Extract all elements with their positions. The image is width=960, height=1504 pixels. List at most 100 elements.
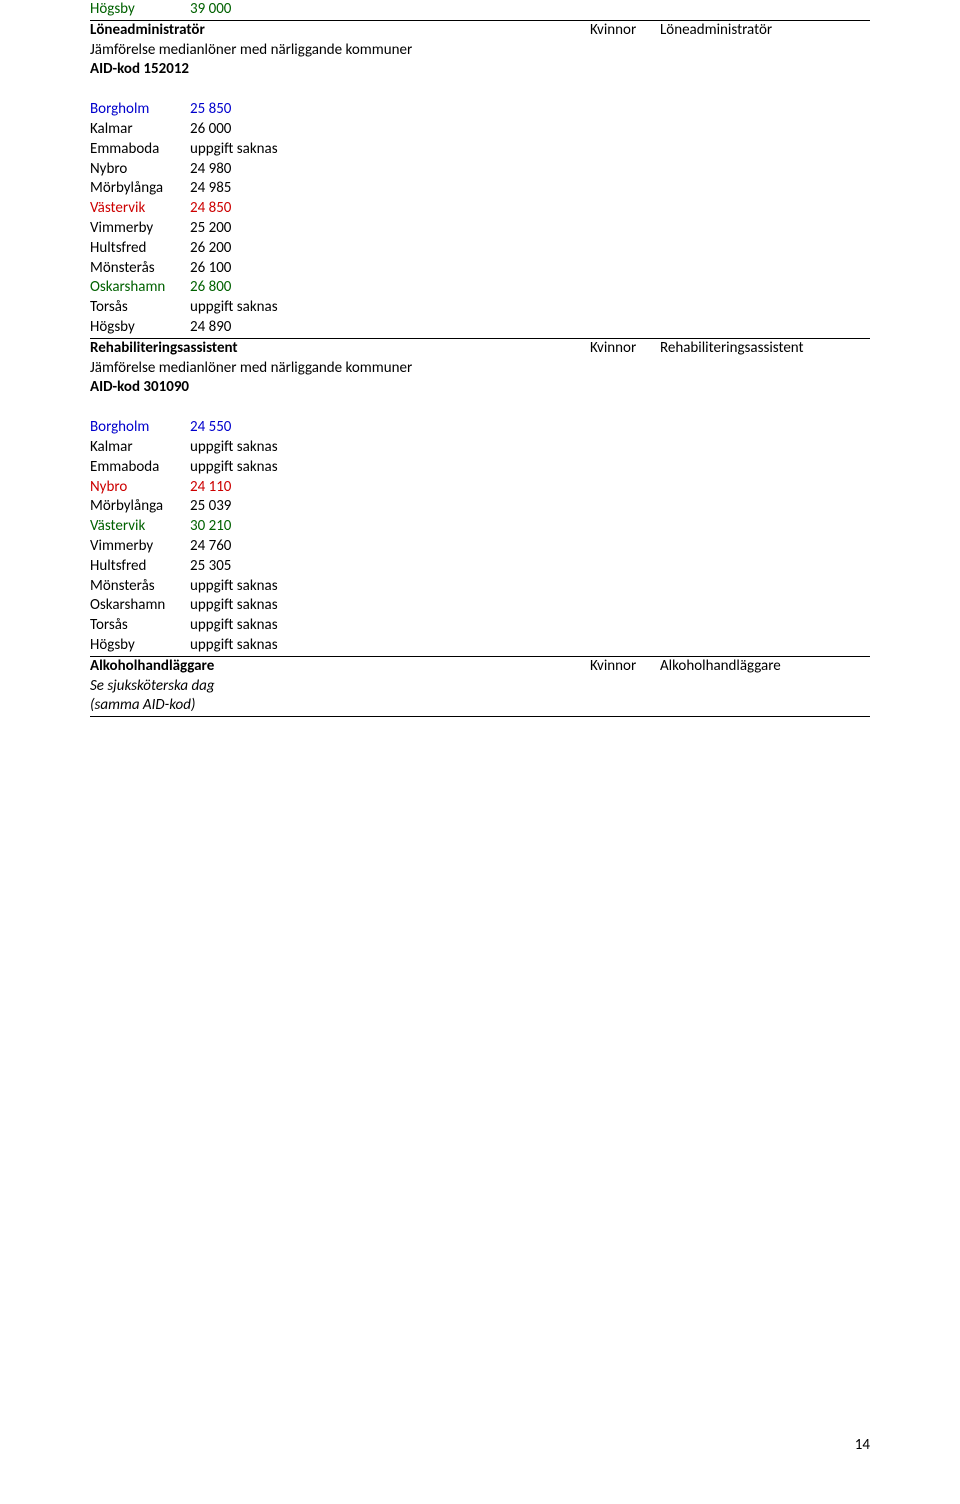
table-row: Kalmar26 000 xyxy=(90,120,870,140)
municipality-name: Vimmerby xyxy=(90,537,190,557)
municipality-value: uppgift saknas xyxy=(190,616,870,636)
municipality-name: Mönsterås xyxy=(90,259,190,279)
table-row: Emmabodauppgift saknas xyxy=(90,140,870,160)
top-hogsby-label: Högsby xyxy=(90,0,190,20)
municipality-name: Oskarshamn xyxy=(90,596,190,616)
municipality-value: uppgift saknas xyxy=(190,458,870,478)
municipality-value: 24 980 xyxy=(190,160,870,180)
section1-table: Borgholm25 850Kalmar26 000Emmabodauppgif… xyxy=(90,100,870,338)
top-hogsby-row: Högsby 39 000 xyxy=(90,0,870,20)
section2-header-row: Rehabiliteringsassistent Kvinnor Rehabil… xyxy=(90,339,870,359)
table-row: Västervik30 210 xyxy=(90,517,870,537)
municipality-value: 24 110 xyxy=(190,478,870,498)
section1-title: Löneadministratör xyxy=(90,21,590,41)
table-row: Kalmaruppgift saknas xyxy=(90,438,870,458)
municipality-name: Nybro xyxy=(90,160,190,180)
municipality-value: uppgift saknas xyxy=(190,298,870,318)
section3-header-row: Alkoholhandläggare Kvinnor Alkoholhandlä… xyxy=(90,657,870,677)
municipality-value: uppgift saknas xyxy=(190,140,870,160)
municipality-name: Kalmar xyxy=(90,438,190,458)
section1-role: Löneadministratör xyxy=(660,21,870,41)
section1-header-row: Löneadministratör Kvinnor Löneadministra… xyxy=(90,21,870,41)
table-row: Vimmerby24 760 xyxy=(90,537,870,557)
page-number: 14 xyxy=(855,1436,870,1454)
rule xyxy=(90,716,870,717)
municipality-name: Kalmar xyxy=(90,120,190,140)
municipality-name: Nybro xyxy=(90,478,190,498)
spacer xyxy=(90,80,870,100)
table-row: Torsåsuppgift saknas xyxy=(90,298,870,318)
section3-note1: Se sjuksköterska dag xyxy=(90,677,215,697)
municipality-value: 24 890 xyxy=(190,318,870,338)
table-row: Borgholm24 550 xyxy=(90,418,870,438)
table-row: Oskarshamn26 800 xyxy=(90,278,870,298)
municipality-name: Mönsterås xyxy=(90,577,190,597)
spacer xyxy=(90,398,870,418)
municipality-name: Mörbylånga xyxy=(90,179,190,199)
section1-compare: Jämförelse medianlöner med närliggande k… xyxy=(90,41,412,61)
table-row: Hultsfred26 200 xyxy=(90,239,870,259)
table-row: Västervik24 850 xyxy=(90,199,870,219)
municipality-name: Hultsfred xyxy=(90,557,190,577)
section3-role: Alkoholhandläggare xyxy=(660,657,870,677)
table-row: Nybro24 110 xyxy=(90,478,870,498)
section2-aid: AID-kod 301090 xyxy=(90,378,189,398)
municipality-name: Hultsfred xyxy=(90,239,190,259)
page: Högsby 39 000 Löneadministratör Kvinnor … xyxy=(0,0,960,1504)
section3-note2-row: (samma AID-kod) xyxy=(90,696,870,716)
section2-compare-row: Jämförelse medianlöner med närliggande k… xyxy=(90,359,870,379)
section3-title: Alkoholhandläggare xyxy=(90,657,590,677)
top-hogsby-value: 39 000 xyxy=(190,0,870,20)
table-row: Mönsterås26 100 xyxy=(90,259,870,279)
table-row: Mönsteråsuppgift saknas xyxy=(90,577,870,597)
municipality-value: 25 305 xyxy=(190,557,870,577)
municipality-value: 25 039 xyxy=(190,497,870,517)
municipality-value: 24 760 xyxy=(190,537,870,557)
section3-gender: Kvinnor xyxy=(590,657,660,677)
municipality-value: 24 550 xyxy=(190,418,870,438)
table-row: Högsbyuppgift saknas xyxy=(90,636,870,656)
municipality-value: 26 100 xyxy=(190,259,870,279)
municipality-name: Västervik xyxy=(90,199,190,219)
table-row: Hultsfred25 305 xyxy=(90,557,870,577)
municipality-name: Högsby xyxy=(90,318,190,338)
section2-role: Rehabiliteringsassistent xyxy=(660,339,870,359)
table-row: Oskarshamnuppgift saknas xyxy=(90,596,870,616)
municipality-value: 26 200 xyxy=(190,239,870,259)
table-row: Emmabodauppgift saknas xyxy=(90,458,870,478)
municipality-name: Mörbylånga xyxy=(90,497,190,517)
section1-aid-row: AID-kod 152012 xyxy=(90,60,870,80)
municipality-name: Västervik xyxy=(90,517,190,537)
municipality-value: 24 985 xyxy=(190,179,870,199)
table-row: Mörbylånga25 039 xyxy=(90,497,870,517)
municipality-name: Torsås xyxy=(90,298,190,318)
municipality-name: Emmaboda xyxy=(90,140,190,160)
municipality-value: uppgift saknas xyxy=(190,577,870,597)
municipality-value: 25 200 xyxy=(190,219,870,239)
section2-aid-row: AID-kod 301090 xyxy=(90,378,870,398)
section2-table: Borgholm24 550Kalmaruppgift saknasEmmabo… xyxy=(90,418,870,656)
table-row: Vimmerby25 200 xyxy=(90,219,870,239)
section1-gender: Kvinnor xyxy=(590,21,660,41)
section3-note2: (samma AID-kod) xyxy=(90,696,195,716)
table-row: Torsåsuppgift saknas xyxy=(90,616,870,636)
section3-note1-row: Se sjuksköterska dag xyxy=(90,677,870,697)
municipality-name: Oskarshamn xyxy=(90,278,190,298)
section2-title: Rehabiliteringsassistent xyxy=(90,339,590,359)
municipality-value: 24 850 xyxy=(190,199,870,219)
municipality-value: 26 800 xyxy=(190,278,870,298)
municipality-value: 30 210 xyxy=(190,517,870,537)
section1-compare-row: Jämförelse medianlöner med närliggande k… xyxy=(90,41,870,61)
section2-compare: Jämförelse medianlöner med närliggande k… xyxy=(90,359,412,379)
municipality-value: uppgift saknas xyxy=(190,636,870,656)
municipality-name: Borgholm xyxy=(90,418,190,438)
municipality-value: 25 850 xyxy=(190,100,870,120)
table-row: Nybro24 980 xyxy=(90,160,870,180)
municipality-value: uppgift saknas xyxy=(190,438,870,458)
municipality-name: Vimmerby xyxy=(90,219,190,239)
municipality-name: Torsås xyxy=(90,616,190,636)
section1-aid: AID-kod 152012 xyxy=(90,60,189,80)
municipality-value: uppgift saknas xyxy=(190,596,870,616)
table-row: Borgholm25 850 xyxy=(90,100,870,120)
municipality-name: Högsby xyxy=(90,636,190,656)
